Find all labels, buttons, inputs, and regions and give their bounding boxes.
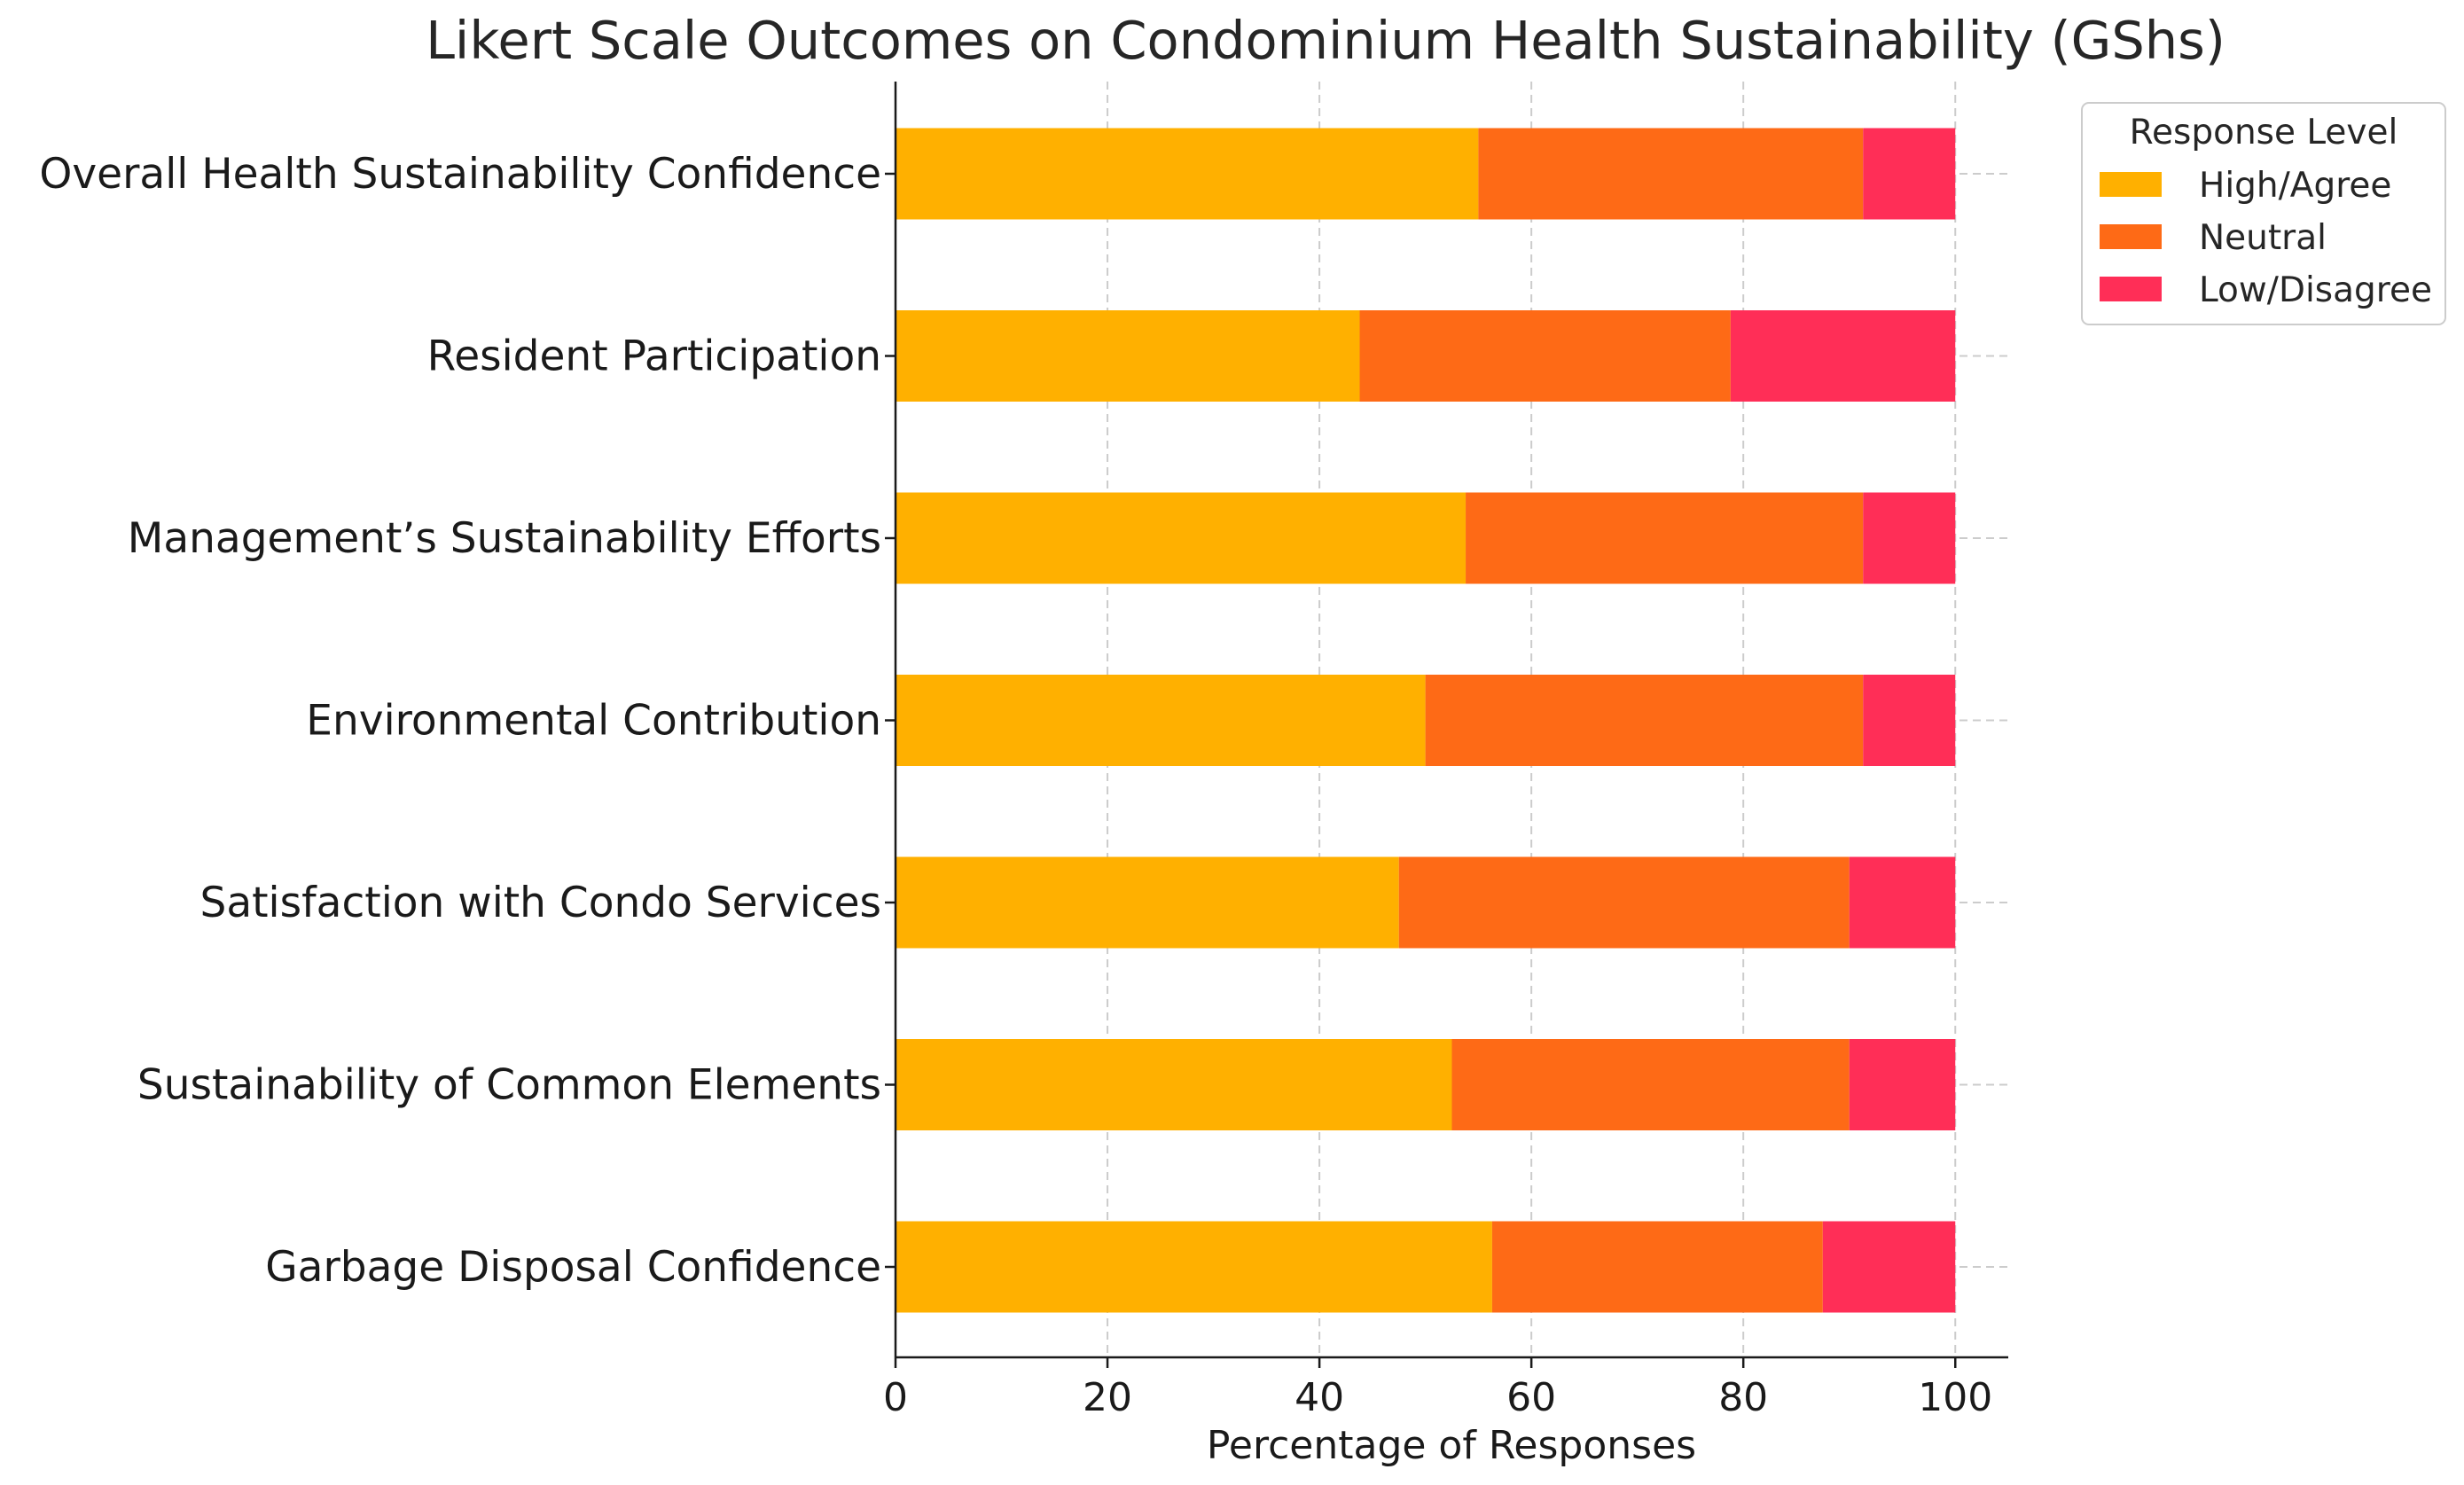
category-label: Satisfaction with Condo Services — [199, 879, 881, 927]
bar-high-agree-3 — [896, 492, 1467, 584]
legend-swatch — [2100, 172, 2162, 197]
bars — [896, 128, 1956, 1313]
category-label: Environmental Contribution — [306, 697, 881, 746]
bar-neutral-2 — [1359, 310, 1731, 402]
x-axis-ticks: 0 20 40 60 80 100 — [883, 1357, 1992, 1420]
bar-low-disagree-3 — [1863, 492, 1956, 584]
bar-low-disagree-1 — [1863, 128, 1956, 220]
bar-low-disagree-4 — [1863, 675, 1956, 766]
category-label: Resident Participation — [427, 332, 881, 381]
bar-neutral-1 — [1478, 128, 1864, 220]
bar-neutral-5 — [1398, 856, 1850, 949]
x-tick-label: 80 — [1718, 1375, 1768, 1420]
x-tick-label: 40 — [1295, 1375, 1344, 1420]
legend-title: Response Level — [2130, 113, 2398, 152]
category-label: Overall Health Sustainability Confidence — [39, 150, 881, 199]
bar-neutral-6 — [1451, 1039, 1850, 1130]
bar-neutral-7 — [1491, 1221, 1823, 1313]
x-axis-label: Percentage of Responses — [1207, 1423, 1696, 1468]
bar-low-disagree-7 — [1822, 1221, 1956, 1313]
category-labels: Overall Health Sustainability Confidence… — [39, 150, 896, 1292]
legend-swatch — [2100, 224, 2162, 249]
x-tick-label: 60 — [1506, 1375, 1556, 1420]
category-label: Garbage Disposal Confidence — [265, 1243, 881, 1292]
legend-label: Neutral — [2199, 218, 2327, 258]
legend-frame — [2081, 102, 2446, 325]
bar-high-agree-4 — [896, 675, 1426, 766]
bar-high-agree-5 — [896, 856, 1399, 949]
category-label: Management’s Sustainability Efforts — [128, 514, 881, 563]
legend: Response Level High/Agree Neutral Low/Disa… — [2081, 102, 2446, 325]
bar-high-agree-2 — [896, 310, 1360, 402]
legend-label: Low/Disagree — [2199, 270, 2432, 310]
x-tick-label: 0 — [883, 1375, 908, 1420]
category-label: Sustainability of Common Elements — [137, 1061, 881, 1110]
bar-neutral-4 — [1425, 675, 1864, 766]
chart-title: Likert Scale Outcomes on Condominium Hea… — [426, 10, 2225, 71]
legend-label: High/Agree — [2199, 166, 2391, 206]
x-tick-label: 20 — [1083, 1375, 1132, 1420]
bar-low-disagree-5 — [1849, 856, 1956, 949]
bar-high-agree-1 — [896, 128, 1479, 220]
bar-high-agree-7 — [896, 1221, 1492, 1313]
x-tick-label: 100 — [1918, 1375, 1992, 1420]
bar-low-disagree-2 — [1730, 310, 1956, 402]
bar-neutral-3 — [1466, 492, 1864, 584]
bar-high-agree-6 — [896, 1039, 1452, 1130]
legend-swatch — [2100, 277, 2162, 301]
bar-low-disagree-6 — [1849, 1039, 1956, 1130]
